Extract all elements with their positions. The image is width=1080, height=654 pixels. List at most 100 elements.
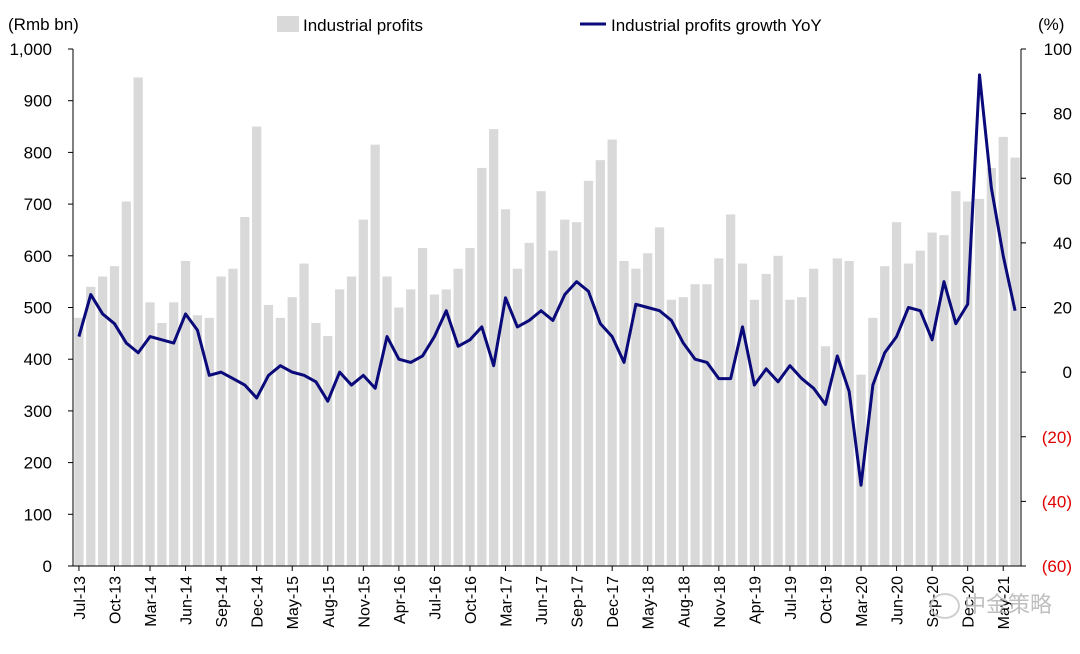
x-axis-tick-label: Sep-17 <box>570 576 587 628</box>
bar-industrial-profits <box>608 139 617 566</box>
bar-industrial-profits <box>394 308 403 567</box>
bar-industrial-profits <box>809 269 818 566</box>
bar-industrial-profits <box>98 276 107 566</box>
bar-industrial-profits <box>406 289 415 566</box>
bar-industrial-profits <box>110 266 119 566</box>
x-axis-tick-label: Mar-14 <box>143 576 160 627</box>
left-axis-title: (Rmb bn) <box>8 15 79 34</box>
bar-industrial-profits <box>382 276 391 566</box>
bar-industrial-profits <box>880 266 889 566</box>
x-axis-tick-label: Jul-16 <box>427 576 444 620</box>
bar-industrial-profits <box>86 287 95 566</box>
bar-industrial-profits <box>525 243 534 566</box>
bar-industrial-profits <box>228 269 237 566</box>
bar-industrial-profits <box>217 276 226 566</box>
x-axis-tick-label: Mar-17 <box>499 576 516 627</box>
bar-industrial-profits <box>702 284 711 566</box>
bar-industrial-profits <box>501 209 510 566</box>
axes-layer <box>73 49 1021 566</box>
left-axis-tick-label: 800 <box>24 143 52 162</box>
right-axis-title: (%) <box>1038 15 1064 34</box>
left-axis-tick-label: 0 <box>43 557 52 576</box>
bar-industrial-profits <box>122 202 131 566</box>
bar-industrial-profits <box>975 199 984 566</box>
right-axis-tick-label: 20 <box>1053 299 1072 318</box>
left-axis-tick-label: 700 <box>24 195 52 214</box>
bar-industrial-profits <box>157 323 166 566</box>
bar-industrial-profits <box>785 300 794 566</box>
bar-industrial-profits <box>691 284 700 566</box>
bar-industrial-profits <box>619 261 628 566</box>
right-axis-tick-label: 0 <box>1063 363 1072 382</box>
x-axis-tick-label: Sep-14 <box>214 576 231 628</box>
bar-industrial-profits <box>193 315 202 566</box>
bar-industrial-profits <box>299 264 308 566</box>
bar-industrial-profits <box>442 289 451 566</box>
bar-industrial-profits <box>667 300 676 566</box>
x-axis-tick-label: Nov-15 <box>356 576 373 628</box>
bar-industrial-profits <box>999 137 1008 566</box>
left-axis-tick-label: 500 <box>24 299 52 318</box>
bar-industrial-profits <box>773 256 782 566</box>
bars-layer <box>74 77 1019 566</box>
bar-industrial-profits <box>134 77 143 566</box>
bar-industrial-profits <box>465 248 474 566</box>
x-axis-tick-label: Oct-13 <box>107 576 124 624</box>
x-axis-tick-label: Jul-19 <box>783 576 800 620</box>
bar-industrial-profits <box>797 297 806 566</box>
bar-industrial-profits <box>74 318 83 566</box>
bar-industrial-profits <box>536 191 545 566</box>
bar-industrial-profits <box>513 269 522 566</box>
right-axis-tick-label: (20) <box>1042 428 1072 447</box>
x-axis-tick-label: Nov-18 <box>712 576 729 628</box>
left-axis-tick-label: 300 <box>24 402 52 421</box>
bar-industrial-profits <box>1010 158 1019 566</box>
x-axis-tick-label: Mar-20 <box>854 576 871 627</box>
x-axis-tick-label: Oct-16 <box>463 576 480 624</box>
legend: Industrial profits Industrial profits gr… <box>277 16 822 35</box>
x-axis-tick-label: Apr-19 <box>747 576 764 624</box>
left-axis-tick-label: 900 <box>24 92 52 111</box>
bar-industrial-profits <box>738 264 747 566</box>
x-axis-tick-label: Jul-13 <box>72 576 89 620</box>
right-axis-tick-label: (40) <box>1042 492 1072 511</box>
bar-industrial-profits <box>371 145 380 566</box>
bar-industrial-profits <box>548 251 557 566</box>
x-axis-tick-label: May-18 <box>641 576 658 629</box>
bar-industrial-profits <box>477 168 486 566</box>
x-axis-tick-label: Jun-17 <box>534 576 551 625</box>
x-axis-tick-label: Aug-18 <box>676 576 693 628</box>
x-axis-tick-label: May-15 <box>285 576 302 629</box>
bar-industrial-profits <box>454 269 463 566</box>
bar-industrial-profits <box>264 305 273 566</box>
x-axis-tick-label: Jun-20 <box>890 576 907 625</box>
bar-industrial-profits <box>288 297 297 566</box>
bar-industrial-profits <box>951 191 960 566</box>
bar-industrial-profits <box>418 248 427 566</box>
bar-industrial-profits <box>560 220 569 566</box>
bar-industrial-profits <box>276 318 285 566</box>
bar-industrial-profits <box>726 214 735 566</box>
x-axis-tick-label: Dec-17 <box>605 576 622 628</box>
bar-industrial-profits <box>252 127 261 566</box>
x-axis-tick-label: Aug-15 <box>321 576 338 628</box>
bar-industrial-profits <box>892 222 901 566</box>
bar-industrial-profits <box>311 323 320 566</box>
bar-industrial-profits <box>323 336 332 566</box>
bar-industrial-profits <box>821 346 830 566</box>
right-axis-tick-label: (60) <box>1042 557 1072 576</box>
bar-industrial-profits <box>584 181 593 566</box>
bar-industrial-profits <box>868 318 877 566</box>
bar-industrial-profits <box>762 274 771 566</box>
bar-industrial-profits <box>750 300 759 566</box>
bar-industrial-profits <box>928 233 937 566</box>
watermark: 中金策略 <box>930 587 1052 619</box>
bar-industrial-profits <box>916 251 925 566</box>
bar-industrial-profits <box>181 261 190 566</box>
left-axis-tick-label: 1,000 <box>9 40 52 59</box>
legend-bar-label: Industrial profits <box>303 16 423 35</box>
right-axis-tick-label: 60 <box>1053 169 1072 188</box>
x-axis-tick-label: Apr-16 <box>392 576 409 624</box>
